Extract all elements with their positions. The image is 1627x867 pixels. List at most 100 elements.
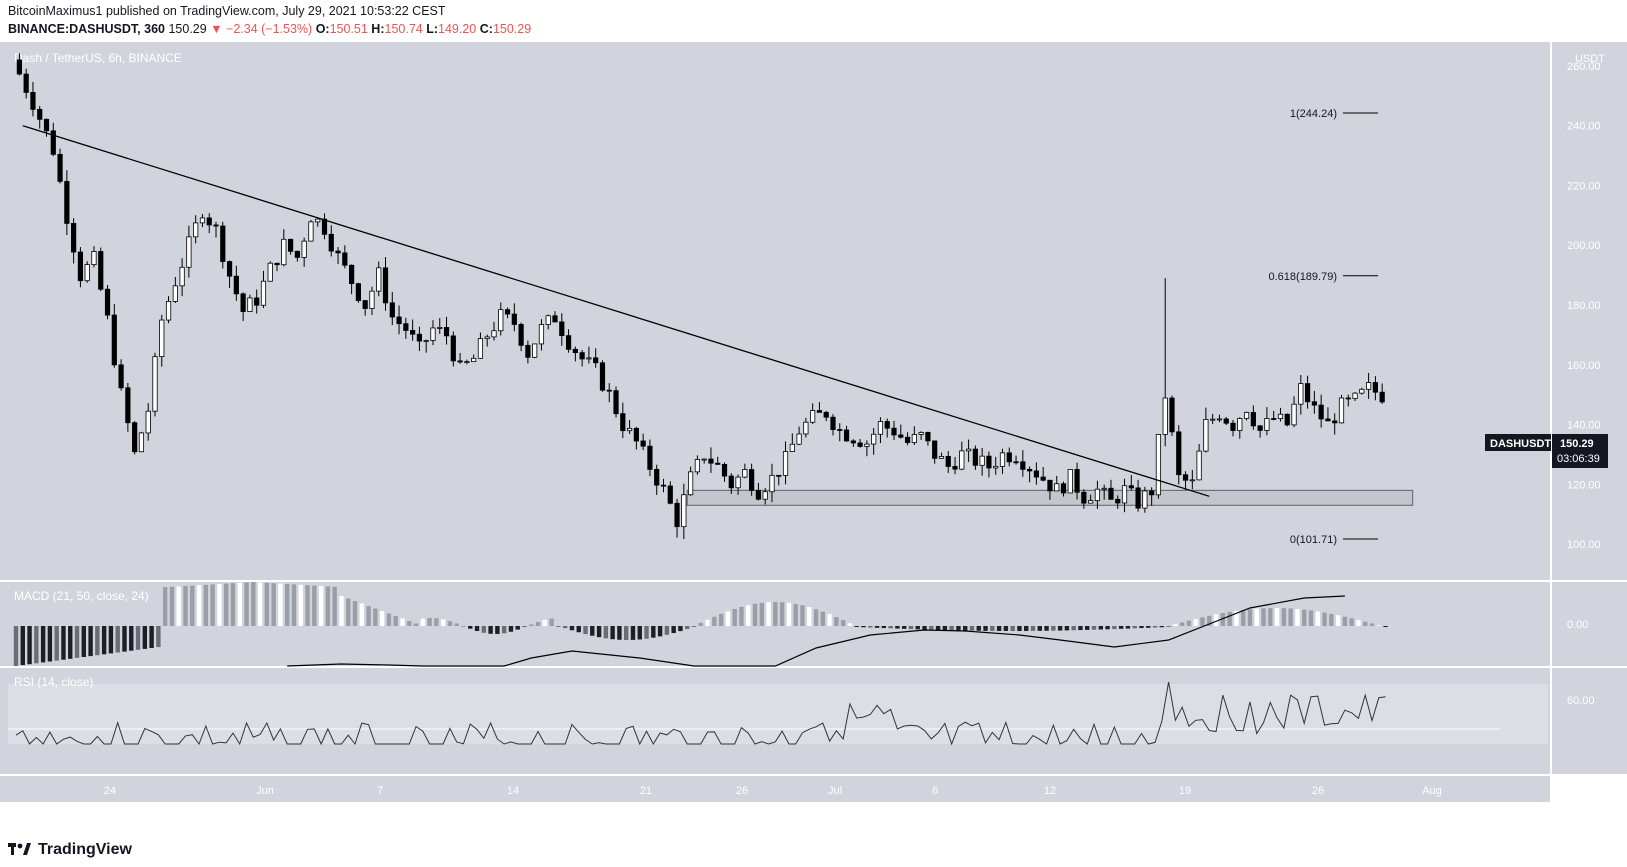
candle[interactable] (959, 450, 965, 470)
candle[interactable] (871, 433, 877, 445)
candle[interactable] (464, 361, 470, 364)
candle[interactable] (538, 324, 545, 345)
candle[interactable] (681, 494, 687, 528)
candle[interactable] (443, 327, 450, 337)
candle[interactable] (484, 336, 490, 340)
candle[interactable] (1176, 431, 1182, 476)
candle[interactable] (362, 300, 368, 309)
candle[interactable] (294, 250, 300, 258)
candle[interactable] (84, 264, 90, 282)
candle[interactable] (254, 297, 260, 306)
candle[interactable] (735, 476, 741, 489)
price-chart[interactable]: Dash / TetherUS, 6h, BINANCE USDT 100.00… (0, 42, 1627, 802)
candle[interactable] (430, 327, 436, 341)
candle[interactable] (308, 221, 314, 242)
descending-trendline[interactable] (22, 125, 1210, 497)
candle[interactable] (626, 427, 633, 432)
candle[interactable] (911, 434, 917, 443)
candle[interactable] (715, 462, 721, 465)
candle[interactable] (1142, 490, 1148, 509)
candle[interactable] (111, 314, 117, 366)
candle[interactable] (1311, 401, 1317, 406)
candle[interactable] (898, 434, 904, 438)
candle[interactable] (918, 432, 924, 435)
candle[interactable] (904, 436, 911, 443)
candle[interactable] (884, 421, 890, 429)
candle[interactable] (186, 236, 192, 268)
candle[interactable] (565, 335, 572, 350)
candle[interactable] (281, 238, 287, 266)
candle[interactable] (267, 262, 273, 282)
candle[interactable] (1277, 413, 1284, 419)
candle[interactable] (721, 463, 728, 477)
candle[interactable] (301, 240, 307, 258)
candle[interactable] (647, 445, 653, 470)
candle[interactable] (132, 422, 138, 453)
candle[interactable] (410, 330, 416, 335)
candle[interactable] (776, 474, 782, 477)
candle[interactable] (437, 327, 443, 329)
candle[interactable] (193, 222, 199, 238)
candle[interactable] (321, 218, 328, 235)
candle[interactable] (667, 485, 673, 504)
candle[interactable] (233, 275, 239, 295)
candle[interactable] (179, 266, 185, 287)
candle[interactable] (104, 288, 111, 316)
candle[interactable] (694, 459, 700, 473)
candle[interactable] (877, 421, 884, 435)
candle[interactable] (1013, 461, 1019, 464)
candle[interactable] (810, 410, 816, 423)
candle[interactable] (1372, 382, 1378, 393)
candle[interactable] (226, 261, 233, 277)
candle[interactable] (932, 440, 938, 459)
candle[interactable] (1325, 418, 1331, 422)
candle[interactable] (1304, 383, 1311, 403)
candle[interactable] (477, 338, 484, 359)
candle[interactable] (925, 432, 931, 442)
candle[interactable] (1040, 476, 1046, 481)
candle[interactable] (23, 73, 29, 93)
candle[interactable] (50, 130, 56, 155)
candle[interactable] (1332, 420, 1338, 424)
candle[interactable] (1189, 479, 1195, 482)
candle[interactable] (328, 233, 334, 252)
candle[interactable] (30, 92, 36, 110)
candle[interactable] (1271, 418, 1277, 420)
candle[interactable] (491, 330, 497, 338)
candle[interactable] (355, 283, 361, 301)
candle[interactable] (43, 118, 50, 132)
candle[interactable] (708, 458, 714, 464)
candle[interactable] (518, 324, 524, 346)
candle[interactable] (504, 309, 511, 315)
candle[interactable] (1298, 383, 1304, 405)
candle[interactable] (640, 440, 646, 447)
candle[interactable] (742, 469, 748, 478)
candle[interactable] (728, 475, 734, 489)
candle[interactable] (416, 333, 423, 342)
candle[interactable] (762, 491, 768, 500)
candle[interactable] (471, 357, 477, 363)
candle[interactable] (803, 421, 809, 435)
candle[interactable] (945, 456, 951, 467)
candle[interactable] (450, 335, 456, 362)
candle[interactable] (1027, 468, 1033, 472)
candle[interactable] (1203, 419, 1209, 452)
candle[interactable] (1135, 487, 1141, 509)
candle[interactable] (403, 323, 409, 331)
candle[interactable] (586, 357, 592, 360)
candle[interactable] (159, 319, 165, 358)
candle[interactable] (1020, 461, 1026, 470)
candle[interactable] (1230, 422, 1236, 431)
candle[interactable] (1196, 450, 1202, 481)
candle[interactable] (260, 280, 267, 306)
candle[interactable] (1359, 388, 1365, 394)
candle[interactable] (1108, 487, 1114, 500)
candle[interactable] (1345, 397, 1351, 400)
candle[interactable] (891, 427, 897, 436)
candle[interactable] (993, 465, 999, 469)
candle[interactable] (396, 316, 402, 325)
candle[interactable] (498, 309, 504, 332)
candle[interactable] (688, 471, 694, 496)
candle[interactable] (789, 443, 795, 452)
candle[interactable] (1162, 397, 1168, 435)
